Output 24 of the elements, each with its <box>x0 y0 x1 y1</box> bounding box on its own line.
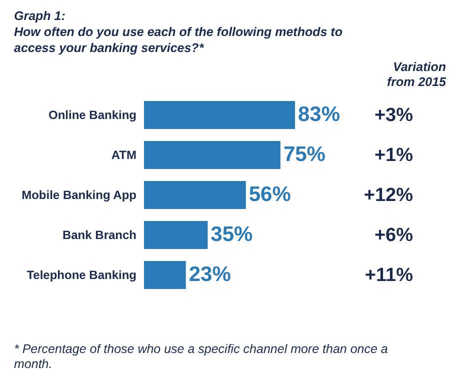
y-tick-label: Mobile Banking App <box>22 188 136 202</box>
text: +1% <box>374 145 414 166</box>
data-label: 75% <box>283 143 326 166</box>
bar <box>144 221 208 249</box>
text: +11% <box>364 265 414 286</box>
y-tick-label: Bank Branch <box>62 228 136 242</box>
text: Variation from 2015 <box>386 60 446 90</box>
text: * Percentage of those who use a specific channel more than once a month. <box>14 342 389 372</box>
data-label: 23% <box>188 263 232 286</box>
bar <box>144 101 295 129</box>
data-label: 56% <box>248 183 292 206</box>
bar <box>144 141 280 169</box>
data-label: 83% <box>298 103 340 126</box>
text: +3% <box>374 105 414 126</box>
bar <box>144 181 246 209</box>
bar <box>144 261 186 289</box>
text: +6% <box>374 225 414 246</box>
y-tick-label: ATM <box>111 148 136 162</box>
chart-subtitle: How often do you use each of the following methods to access your banking services?* <box>14 25 342 55</box>
y-tick-label: Online Banking <box>48 108 136 122</box>
text: Graph 1: <box>14 9 66 23</box>
text: +12% <box>364 185 414 206</box>
data-label: 35% <box>210 223 254 246</box>
y-tick-label: Telephone Banking <box>26 268 136 282</box>
